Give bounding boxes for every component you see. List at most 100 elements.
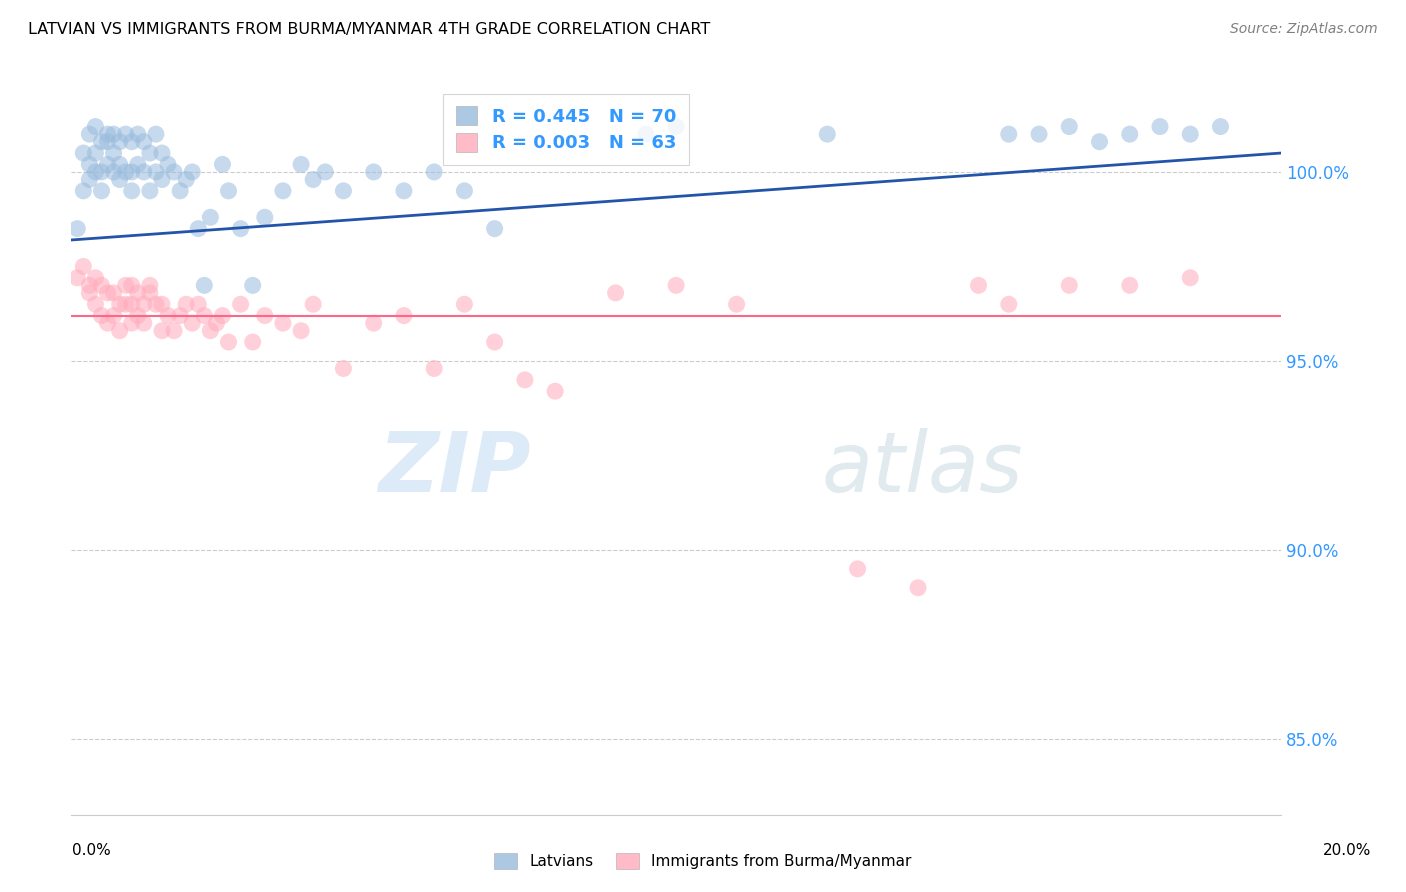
Point	[242, 334, 264, 349]
Point	[169, 184, 191, 198]
Point	[997, 297, 1019, 311]
Point	[90, 165, 112, 179]
Point	[302, 297, 325, 311]
Point	[103, 146, 125, 161]
Point	[150, 297, 173, 311]
Point	[205, 316, 228, 330]
Point	[84, 146, 107, 161]
Point	[423, 165, 446, 179]
Point	[66, 270, 89, 285]
Point	[484, 221, 506, 235]
Point	[169, 309, 191, 323]
Text: LATVIAN VS IMMIGRANTS FROM BURMA/MYANMAR 4TH GRADE CORRELATION CHART: LATVIAN VS IMMIGRANTS FROM BURMA/MYANMAR…	[28, 22, 710, 37]
Point	[332, 361, 354, 376]
Point	[90, 309, 112, 323]
Point	[290, 157, 312, 171]
Point	[145, 165, 167, 179]
Point	[150, 146, 173, 161]
Point	[218, 184, 240, 198]
Point	[423, 361, 446, 376]
Point	[1180, 127, 1202, 141]
Legend: Latvians, Immigrants from Burma/Myanmar: Latvians, Immigrants from Burma/Myanmar	[488, 847, 918, 875]
Point	[103, 309, 125, 323]
Point	[145, 297, 167, 311]
Text: Source: ZipAtlas.com: Source: ZipAtlas.com	[1230, 22, 1378, 37]
Point	[193, 278, 215, 293]
Point	[242, 278, 264, 293]
Legend: R = 0.445   N = 70, R = 0.003   N = 63: R = 0.445 N = 70, R = 0.003 N = 63	[443, 94, 689, 165]
Point	[332, 184, 354, 198]
Point	[363, 165, 385, 179]
Point	[127, 127, 149, 141]
Point	[127, 285, 149, 300]
Point	[392, 184, 415, 198]
Point	[139, 278, 162, 293]
Point	[121, 135, 143, 149]
Point	[1057, 120, 1080, 134]
Point	[108, 324, 131, 338]
Point	[229, 221, 252, 235]
Point	[79, 127, 101, 141]
Point	[96, 135, 118, 149]
Point	[1119, 278, 1142, 293]
Point	[187, 221, 209, 235]
Point	[114, 297, 136, 311]
Point	[392, 309, 415, 323]
Point	[725, 297, 748, 311]
Point	[127, 157, 149, 171]
Point	[967, 278, 990, 293]
Point	[72, 184, 94, 198]
Point	[1180, 270, 1202, 285]
Text: atlas: atlas	[821, 427, 1024, 508]
Point	[200, 324, 222, 338]
Text: 20.0%: 20.0%	[1323, 843, 1371, 858]
Point	[84, 165, 107, 179]
Point	[218, 334, 240, 349]
Point	[211, 157, 233, 171]
Point	[229, 297, 252, 311]
Point	[634, 127, 657, 141]
Point	[79, 278, 101, 293]
Point	[846, 562, 869, 576]
Text: 0.0%: 0.0%	[72, 843, 111, 858]
Point	[1209, 120, 1232, 134]
Point	[90, 278, 112, 293]
Point	[96, 316, 118, 330]
Point	[79, 285, 101, 300]
Point	[181, 316, 204, 330]
Point	[1088, 135, 1111, 149]
Point	[290, 324, 312, 338]
Point	[121, 278, 143, 293]
Point	[114, 165, 136, 179]
Point	[72, 146, 94, 161]
Point	[139, 285, 162, 300]
Point	[121, 316, 143, 330]
Point	[453, 297, 475, 311]
Point	[103, 127, 125, 141]
Point	[114, 127, 136, 141]
Point	[163, 324, 186, 338]
Point	[79, 172, 101, 186]
Point	[96, 157, 118, 171]
Point	[605, 285, 627, 300]
Point	[66, 221, 89, 235]
Point	[114, 278, 136, 293]
Point	[84, 270, 107, 285]
Point	[145, 127, 167, 141]
Point	[150, 324, 173, 338]
Point	[815, 127, 838, 141]
Point	[108, 297, 131, 311]
Point	[84, 120, 107, 134]
Text: ZIP: ZIP	[378, 427, 531, 508]
Point	[1119, 127, 1142, 141]
Point	[108, 172, 131, 186]
Point	[127, 309, 149, 323]
Point	[253, 309, 276, 323]
Point	[1057, 278, 1080, 293]
Point	[997, 127, 1019, 141]
Point	[79, 157, 101, 171]
Point	[271, 184, 294, 198]
Point	[96, 285, 118, 300]
Point	[108, 135, 131, 149]
Point	[302, 172, 325, 186]
